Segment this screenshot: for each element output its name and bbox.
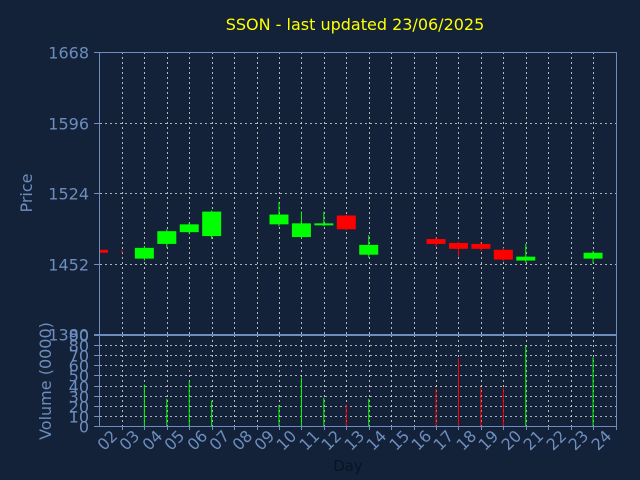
day-tick-label: 24 [587,426,615,454]
candle-body [202,211,222,237]
volume-axis-label: Volume (0000) [36,322,55,440]
x-axis-label: Day [333,457,363,475]
price-axis-label: Price [17,173,36,212]
chart-title: SSON - last updated 23/06/2025 [226,15,485,34]
volume-tick-label: 60 [69,357,89,376]
candle-body [516,256,536,261]
candle-body [471,243,491,249]
candle-body [336,215,356,230]
candle-body [291,223,311,238]
candle-body [157,231,177,244]
price-panel: 1668 1596 1524 1452 1380 Price [17,44,617,345]
volume-tick-label: 20 [69,398,89,417]
candle-body [314,223,334,226]
price-tick-label: 1380 [48,326,89,345]
volume-tick-label: 90 [69,327,89,346]
volume-tick-label: 50 [69,367,89,386]
volume-tick-label: 0 [79,418,89,437]
price-y-ticks: 1668 1596 1524 1452 1380 [48,44,100,345]
price-plot-frame [99,52,617,335]
candlestick-series [100,201,603,264]
candle-body [100,249,108,253]
candle-body [269,214,289,225]
candle-body [179,224,199,233]
candle-body [583,252,603,259]
volume-tick-label: 70 [69,347,89,366]
candle-body [426,239,446,244]
price-tick-label: 1596 [48,115,89,134]
candle-body [493,249,513,260]
candle-body [448,242,468,249]
volume-tick-label: 40 [69,378,89,397]
price-tick-label: 1524 [48,185,89,204]
price-tick-label: 1668 [48,44,89,63]
candle-body [134,247,154,259]
day-x-ticks: 0203040506070809101112131415161718192021… [93,426,617,454]
volume-tick-label: 80 [69,337,89,356]
candle-body [359,244,379,255]
volume-gridlines [100,335,617,427]
volume-bar-series [143,345,594,426]
price-gridlines [100,52,617,335]
price-tick-label: 1452 [48,256,89,275]
volume-tick-label: 30 [69,388,89,407]
volume-tick-label: 10 [69,408,89,427]
volume-plot-frame [99,335,617,427]
